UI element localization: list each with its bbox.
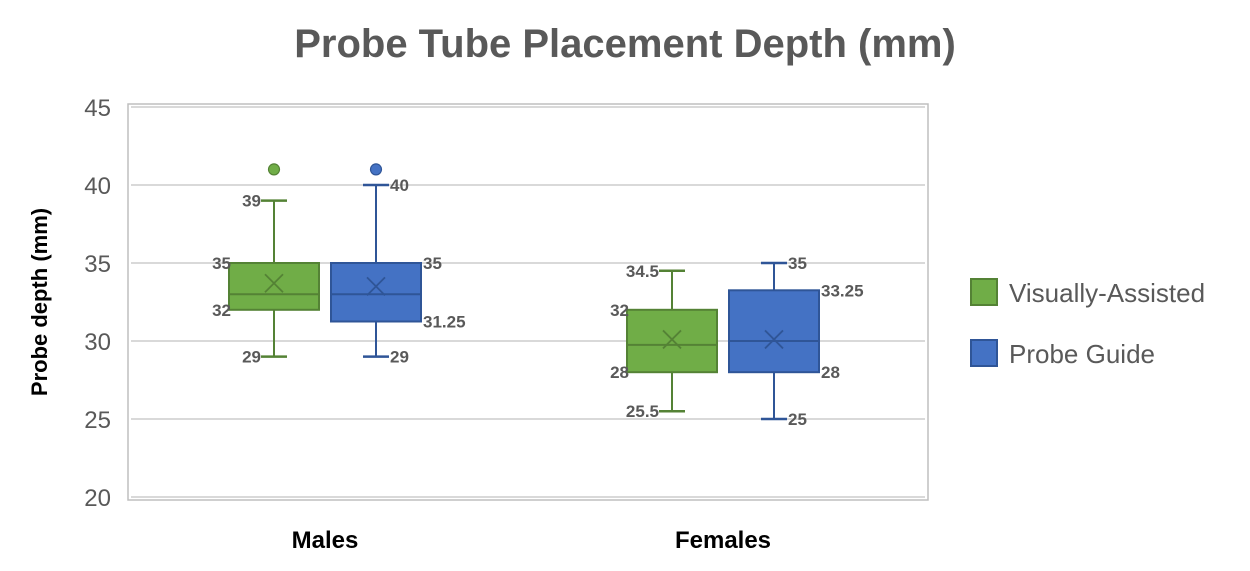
data-label-max: 40 [390, 176, 409, 195]
data-label-min: 25 [788, 410, 807, 429]
box [728, 289, 820, 374]
outlier-point [267, 163, 281, 176]
data-label-min: 25.5 [626, 402, 659, 421]
data-label-min: 29 [242, 348, 261, 367]
mean-marker [764, 329, 784, 350]
data-label-q1: 28 [821, 363, 840, 382]
box [626, 308, 718, 374]
data-label-q3: 32 [610, 301, 629, 320]
legend: Visually-Assisted Probe Guide [970, 278, 1205, 369]
data-label-q1: 32 [212, 301, 231, 320]
data-label-q3: 33.25 [821, 281, 864, 300]
box [228, 262, 320, 311]
data-label-max: 39 [242, 192, 261, 211]
data-label-q1: 31.25 [423, 313, 466, 332]
outlier-point [369, 163, 383, 176]
mean-marker [264, 273, 284, 293]
data-label-max: 35 [788, 254, 807, 273]
legend-label: Visually-Assisted [1009, 278, 1205, 308]
y-tick-label: 25 [84, 407, 111, 434]
y-tick-label: 40 [84, 173, 111, 200]
y-axis-label: Probe depth (mm) [27, 208, 52, 396]
y-tick-label: 45 [84, 95, 111, 122]
data-label-max: 34.5 [626, 262, 659, 281]
plot-frame [127, 103, 929, 501]
box [330, 262, 422, 323]
chart-title: Probe Tube Placement Depth (mm) [294, 22, 956, 66]
legend-label: Probe Guide [1009, 339, 1155, 369]
data-label-q1: 28 [610, 363, 629, 382]
y-tick-label: 35 [84, 251, 111, 278]
mean-marker [662, 329, 682, 350]
legend-swatch [970, 278, 998, 306]
x-category-label: Males [292, 527, 359, 554]
data-label-q3: 35 [423, 254, 442, 273]
y-tick-label: 30 [84, 329, 111, 356]
plot-area: 20 25 30 35 40 45 Males Females 39 35 32 29 34.5 32 28… [84, 95, 929, 554]
legend-swatch [970, 339, 998, 367]
x-category-label: Females [675, 527, 771, 554]
data-label-min: 29 [390, 348, 409, 367]
mean-marker [366, 276, 386, 297]
data-label-q3: 35 [212, 254, 231, 273]
y-tick-label: 20 [84, 485, 111, 512]
